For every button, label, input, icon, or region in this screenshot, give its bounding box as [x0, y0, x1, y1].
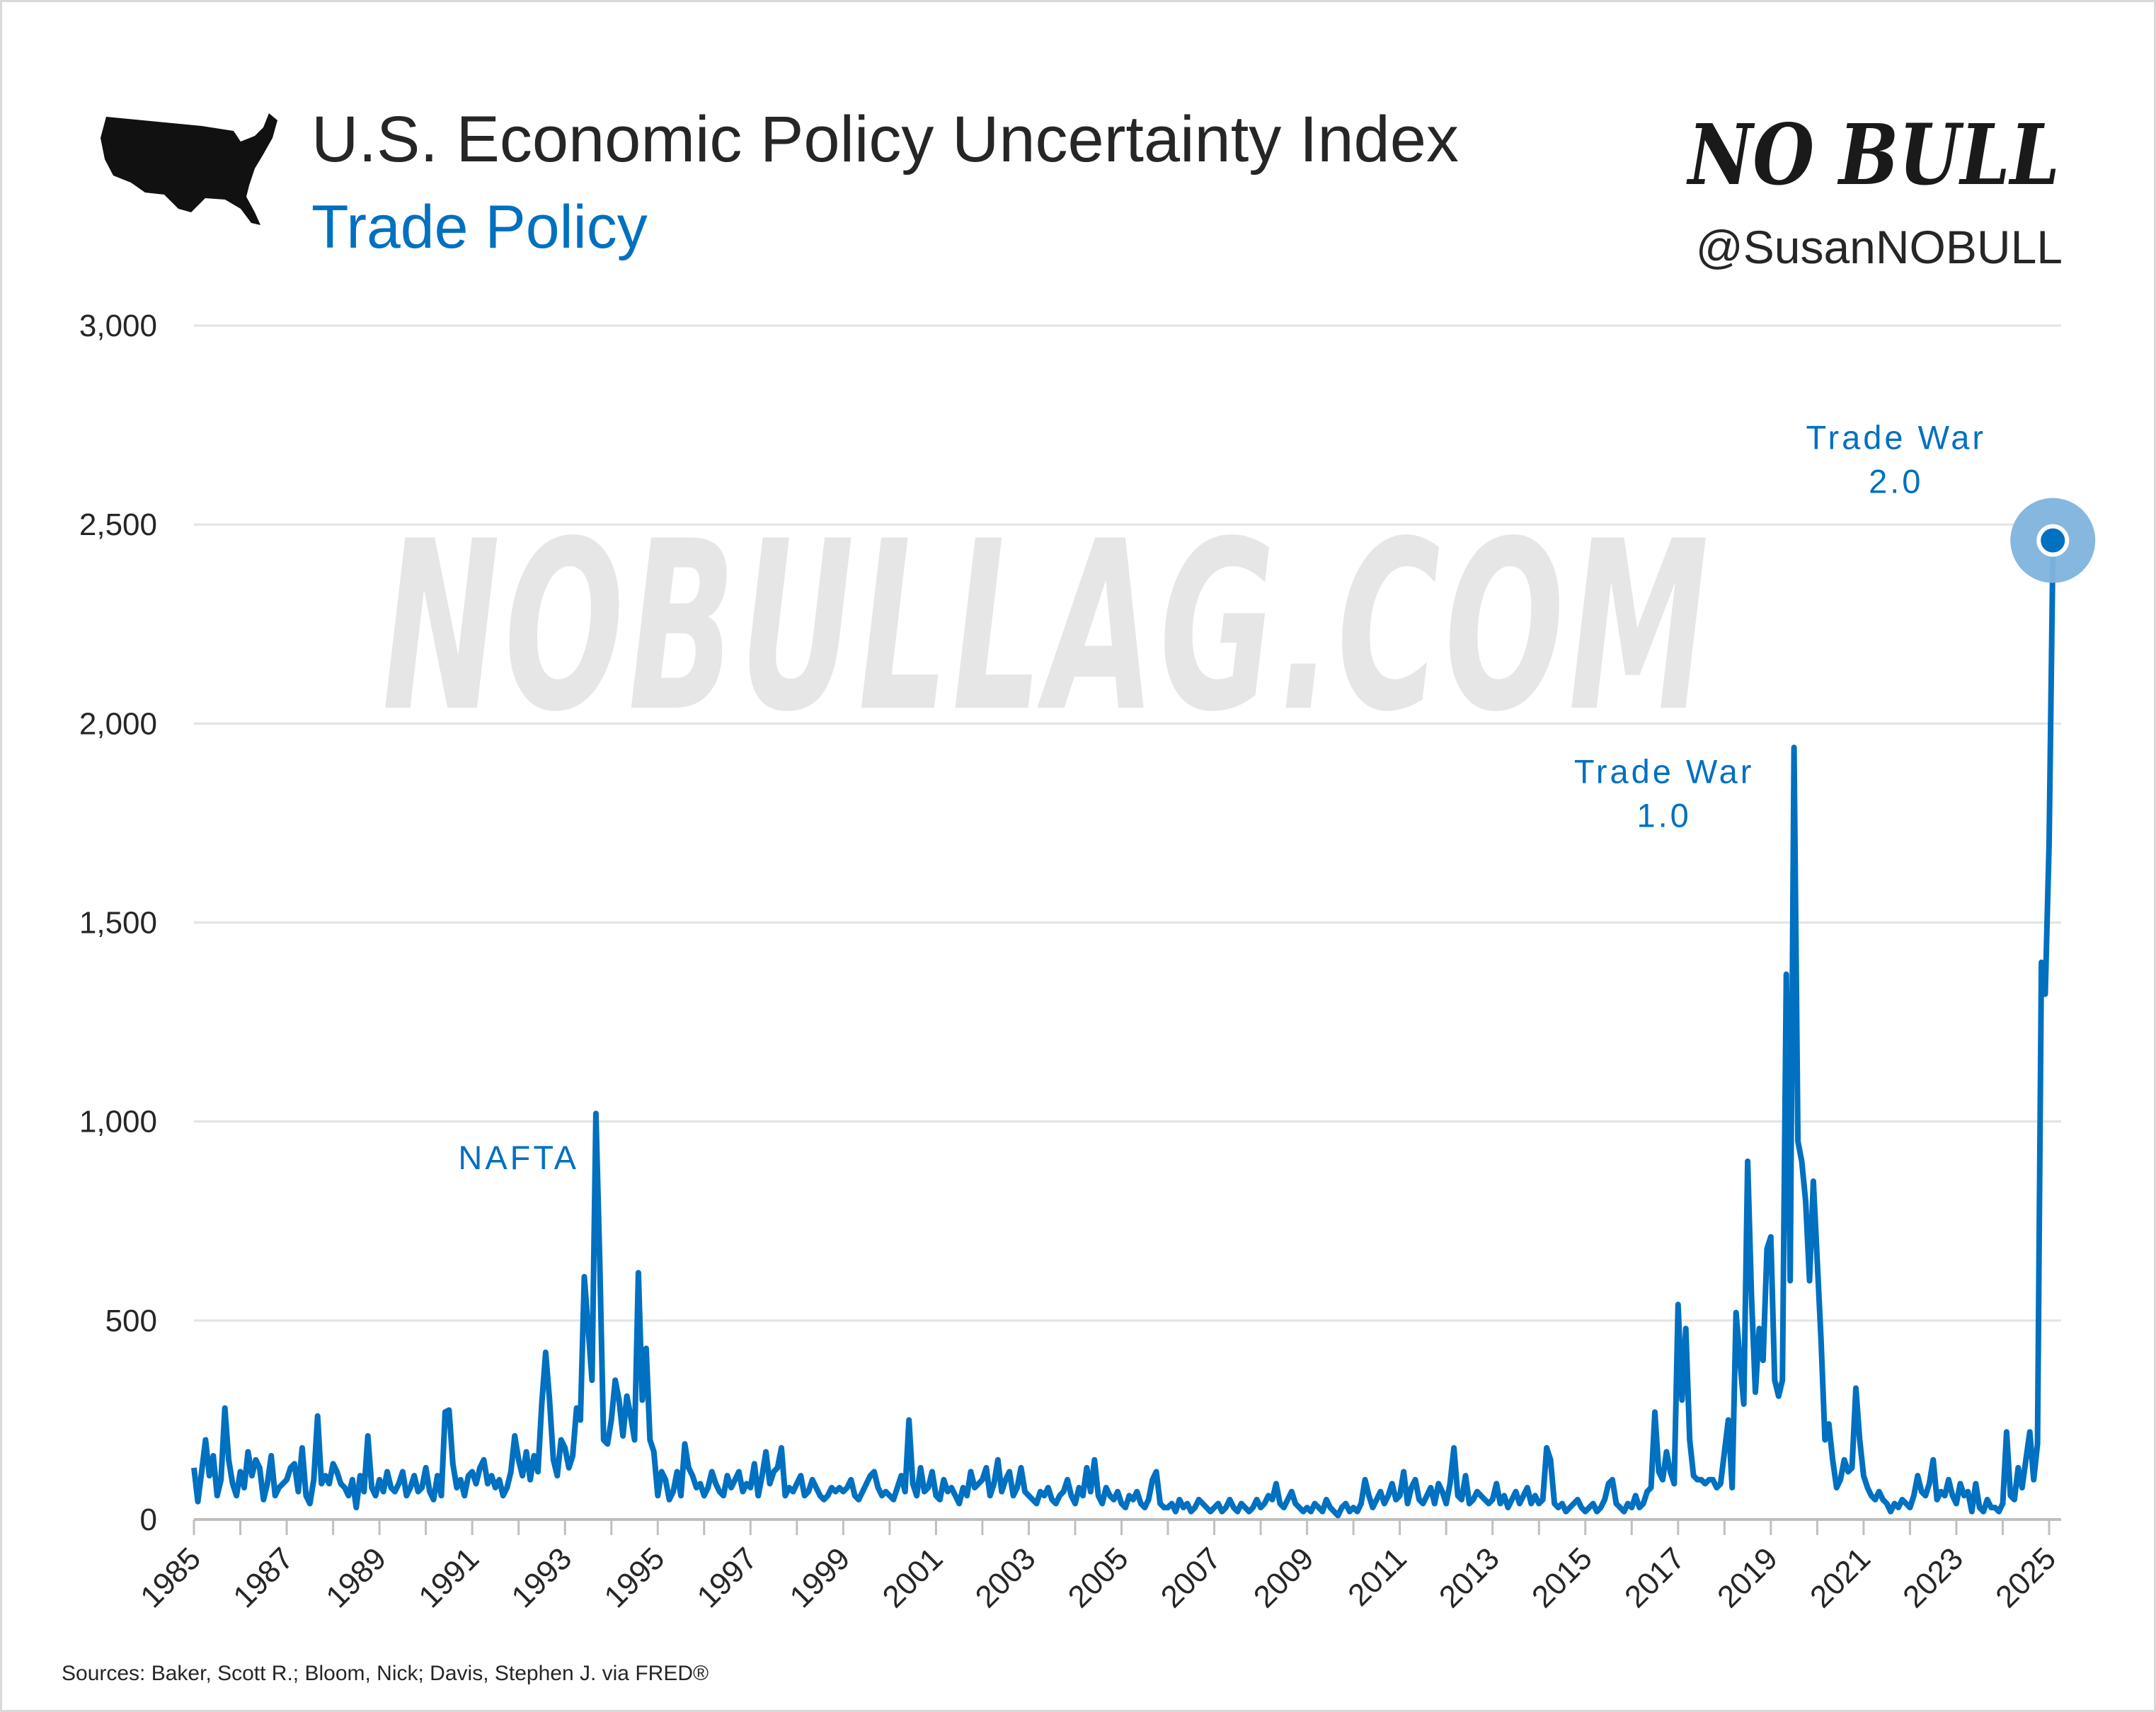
x-tick-label: 2009 [1247, 1541, 1321, 1614]
y-tick-label: 1,000 [79, 1105, 157, 1139]
series-line-trade-policy [191, 540, 2056, 1519]
source-note: Sources: Baker, Scott R.; Bloom, Nick; D… [62, 1662, 709, 1685]
annotation-label: Trade War [1574, 753, 1755, 791]
y-tick-label: 3,000 [79, 309, 157, 343]
x-tick-label: 2017 [1618, 1541, 1692, 1614]
highlight-point [2036, 524, 2070, 557]
series-layer [191, 498, 2096, 1519]
x-tick-label: 1987 [227, 1541, 300, 1614]
x-tick-label: 2015 [1525, 1541, 1599, 1614]
logo-text: NO BULL [1686, 105, 2060, 204]
annotation-label: 1.0 [1636, 797, 1691, 834]
y-tick-label: 1,500 [79, 906, 157, 941]
x-tick-label: 2001 [876, 1541, 950, 1614]
annotation-label: NAFTA [458, 1139, 579, 1176]
x-tick-label: 2021 [1804, 1541, 1877, 1614]
annotation-label: 2.0 [1869, 462, 1923, 500]
y-tick-label: 2,000 [79, 706, 157, 741]
x-tick-label: 2025 [1989, 1541, 2063, 1614]
us-map-icon [101, 113, 277, 225]
chart-subtitle: Trade Policy [311, 193, 648, 261]
y-tick-label: 0 [140, 1503, 157, 1537]
x-tick-label: 1985 [134, 1541, 207, 1614]
x-axis: 1985 1987 1989 1991 1993 1995 1997 1999 2001 2003… [134, 1518, 2063, 1614]
x-tick-label: 2011 [1341, 1541, 1414, 1613]
author-handle: @SusanNOBULL [1696, 221, 2063, 273]
y-tick-label: 500 [105, 1304, 157, 1338]
annotations: NAFTA Trade War 1.0 Trade War 2.0 [458, 418, 1987, 1176]
x-tick-label: 2003 [969, 1541, 1043, 1614]
x-tick-label: 1991 [412, 1541, 486, 1614]
y-axis: 0 500 1,000 1,500 2,000 2,500 3,000 [79, 309, 157, 1537]
x-tick-label: 2019 [1711, 1541, 1784, 1614]
x-tick-label: 2005 [1062, 1541, 1135, 1614]
watermark: NOBULLAG.COM [382, 491, 1713, 763]
x-tick-label: 2007 [1154, 1541, 1228, 1614]
x-tick-label: 1997 [691, 1541, 764, 1614]
chart-title: U.S. Economic Policy Uncertainty Index [311, 103, 1459, 176]
x-tick-label: 1989 [319, 1541, 393, 1614]
x-tick-label: 2013 [1433, 1541, 1506, 1614]
x-tick-label: 2023 [1896, 1541, 1970, 1614]
x-tick-label: 1995 [597, 1541, 671, 1614]
annotation-label: Trade War [1806, 418, 1987, 456]
x-tick-label: 1999 [784, 1541, 857, 1614]
y-tick-label: 2,500 [79, 507, 157, 542]
x-tick-label: 1993 [505, 1541, 578, 1614]
nobull-logo: NO BULL [1686, 105, 2060, 204]
